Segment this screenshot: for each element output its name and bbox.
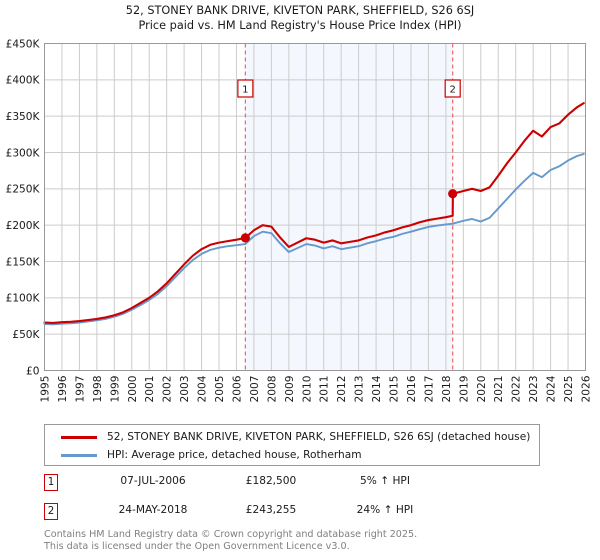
svg-text:£0: £0 [26,365,40,377]
svg-text:2004: 2004 [197,375,209,402]
legend-item-hpi: HPI: Average price, detached house, Roth… [45,446,539,464]
svg-text:1999: 1999 [109,376,121,403]
svg-text:£250K: £250K [6,184,41,196]
svg-text:2018: 2018 [441,375,453,402]
svg-text:2001: 2001 [144,376,156,403]
sale-hpi-delta-1: 5% ↑ HPI [360,475,410,487]
svg-text:£200K: £200K [6,220,41,232]
svg-text:2010: 2010 [301,375,313,402]
sale-point-markers [240,189,458,243]
legend-item-price-paid: 52, STONEY BANK DRIVE, KIVETON PARK, SHE… [45,428,539,446]
legend-label-price-paid: 52, STONEY BANK DRIVE, KIVETON PARK, SHE… [107,431,531,443]
svg-text:2016: 2016 [406,375,418,402]
y-axis-tick-labels: £0 £50K £100K £150K £200K £250K £300K £350K £400… [6,38,41,377]
svg-text:2000: 2000 [127,375,139,402]
svg-text:2007: 2007 [249,376,261,403]
sale-date-1: 07-JUL-2006 [120,475,186,487]
svg-text:2025: 2025 [563,376,575,403]
chart-series-lines [43,102,585,326]
sale-record-row: 1 07-JUL-2006 £182,500 5% ↑ HPI [44,474,544,494]
svg-text:£400K: £400K [6,75,41,87]
svg-text:£50K: £50K [12,329,40,341]
chart-legend: 52, STONEY BANK DRIVE, KIVETON PARK, SHE… [44,424,540,466]
sale-hpi-delta-2: 24% ↑ HPI [356,504,414,516]
svg-text:2019: 2019 [458,376,470,403]
svg-text:1998: 1998 [92,375,104,402]
svg-text:2022: 2022 [511,376,523,403]
svg-text:£300K: £300K [6,147,41,159]
svg-text:1995: 1995 [40,376,52,403]
svg-text:2024: 2024 [546,375,558,402]
svg-text:2014: 2014 [371,375,383,402]
sale-date-2: 24-MAY-2018 [118,504,188,516]
chart-axis-frame [44,43,586,371]
footer-line-2: This data is licensed under the Open Gov… [44,540,350,552]
chart-gridlines [44,43,586,371]
svg-text:£450K: £450K [6,38,41,50]
svg-text:2009: 2009 [284,376,296,403]
svg-text:1: 1 [242,85,248,96]
legend-swatch-hpi [61,453,97,457]
svg-text:2008: 2008 [266,375,278,402]
svg-text:2023: 2023 [528,376,540,403]
svg-text:2026: 2026 [581,375,593,402]
sale-price-1: £182,500 [245,475,297,487]
footer-line-1: Contains HM Land Registry data © Crown c… [44,529,418,540]
svg-text:2021: 2021 [493,376,505,403]
chart-title-address: 52, STONEY BANK DRIVE, KIVETON PARK, SHE… [125,4,475,17]
price-history-line-chart: £0 £50K £100K £150K £200K £250K £300K £350K £400… [6,38,593,402]
svg-text:£150K: £150K [6,256,41,268]
x-axis-tick-labels: 1995 1996 1997 1998 1999 2000 2001 2002 2003 2004… [40,375,593,402]
sale-badge-1: 1 [44,474,58,491]
svg-text:1997: 1997 [74,376,86,403]
svg-text:2017: 2017 [423,376,435,403]
sale-record-row: 2 24-MAY-2018 £243,255 24% ↑ HPI [44,503,544,523]
svg-text:2: 2 [450,85,456,96]
svg-text:2013: 2013 [354,376,366,403]
chart-plot-area: £0 £50K £100K £150K £200K £250K £300K £350K £400… [6,38,593,402]
svg-text:2020: 2020 [476,375,488,402]
svg-text:2003: 2003 [179,376,191,403]
legend-swatch-price-paid [61,435,97,439]
svg-text:2002: 2002 [162,376,174,403]
svg-text:£350K: £350K [6,111,41,123]
svg-text:2012: 2012 [336,376,348,403]
chart-title-subtitle: Price paid vs. HM Land Registry's House … [138,19,462,32]
svg-text:£100K: £100K [6,293,41,305]
page-title: 52, STONEY BANK DRIVE, KIVETON PARK, SHE… [0,3,600,33]
svg-text:2005: 2005 [214,376,226,403]
sale-price-2: £243,255 [245,504,297,516]
svg-text:2006: 2006 [231,375,243,402]
svg-text:1996: 1996 [57,375,69,402]
svg-text:2011: 2011 [319,376,331,403]
copyright-footer: Contains HM Land Registry data © Crown c… [44,529,564,552]
sale-period-band [245,43,453,371]
legend-label-hpi: HPI: Average price, detached house, Roth… [107,449,362,461]
svg-text:2015: 2015 [389,376,401,403]
sale-badge-2: 2 [44,503,58,520]
